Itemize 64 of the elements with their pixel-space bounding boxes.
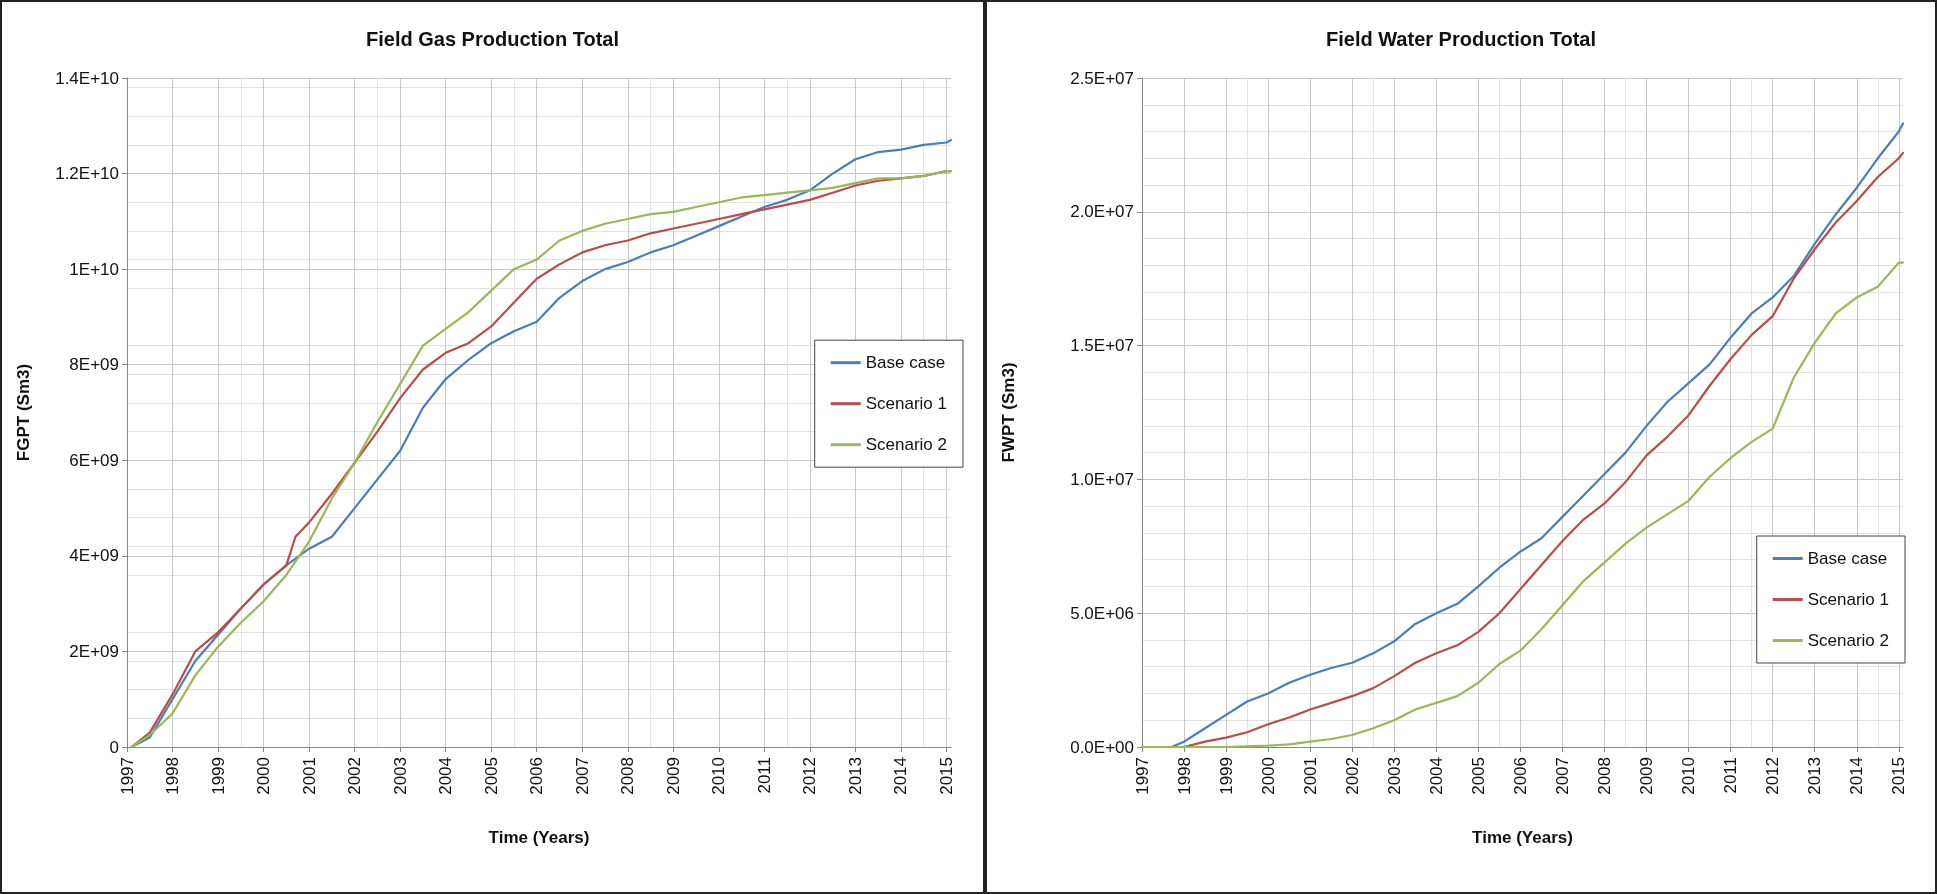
legend-label: Base case	[1807, 549, 1888, 568]
x-tick-label: 2004	[436, 757, 456, 795]
y-tick-label: 2.0E+07	[1070, 202, 1134, 222]
y-tick-label: 5.0E+06	[1070, 603, 1134, 623]
x-tick-label: 2005	[1468, 757, 1488, 795]
x-tick-label: 2000	[254, 757, 274, 795]
x-tick-label: 2008	[1594, 757, 1614, 795]
x-tick-label: 2012	[800, 757, 820, 795]
x-tick-label: 2003	[1384, 757, 1404, 795]
chart-title: Field Water Production Total	[1326, 28, 1596, 50]
x-tick-label: 2001	[1300, 757, 1320, 795]
x-tick-label: 2009	[1637, 757, 1657, 795]
legend-label: Base case	[865, 353, 946, 373]
x-axis-title: Time (Years)	[488, 828, 590, 847]
y-tick-label: 1.2E+10	[55, 164, 119, 184]
x-tick-label: 1997	[1132, 757, 1152, 795]
x-tick-label: 2002	[1342, 757, 1362, 795]
x-tick-label: 2006	[1510, 757, 1530, 795]
y-axis-title: FWPT (Sm3)	[999, 362, 1018, 463]
y-tick-label: 1E+10	[69, 259, 119, 279]
y-tick-label: 2E+09	[69, 641, 119, 661]
y-tick-label: 8E+09	[69, 355, 119, 375]
x-tick-label: 2008	[618, 757, 638, 795]
x-tick-label: 2011	[1721, 757, 1741, 794]
x-tick-label: 2014	[891, 757, 911, 795]
x-tick-label: 2012	[1763, 757, 1783, 795]
chart-title: Field Gas Production Total	[366, 28, 619, 50]
x-tick-label: 2014	[1847, 757, 1867, 795]
x-tick-label: 2003	[390, 757, 410, 795]
x-tick-label: 2009	[663, 757, 683, 795]
legend-label: Scenario 1	[865, 394, 948, 414]
x-tick-label: 2010	[1679, 757, 1699, 795]
x-axis-title: Time (Years)	[1472, 828, 1573, 847]
x-tick-label: 2004	[1426, 757, 1446, 795]
x-tick-label: 2005	[481, 757, 501, 795]
legend-label: Scenario 2	[865, 435, 948, 455]
x-tick-label: 2006	[527, 757, 547, 795]
y-tick-label: 4E+09	[69, 546, 119, 566]
x-tick-label: 2007	[1552, 757, 1572, 795]
x-tick-label: 2013	[1805, 757, 1825, 795]
x-tick-label: 1997	[117, 757, 137, 795]
x-tick-label: 1999	[1216, 757, 1236, 795]
y-axis-title: FGPT (Sm3)	[14, 363, 33, 462]
x-tick-label: 1998	[1174, 757, 1194, 795]
x-tick-label: 1999	[208, 757, 228, 795]
legend-label: Scenario 2	[1807, 631, 1890, 650]
y-tick-label: 2.5E+07	[1070, 68, 1134, 88]
x-tick-label: 1998	[163, 757, 183, 795]
y-tick-label: 1.4E+10	[55, 68, 119, 88]
x-tick-label: 2000	[1258, 757, 1278, 795]
y-tick-label: 6E+09	[69, 450, 119, 470]
y-tick-label: 0.0E+00	[1070, 737, 1134, 757]
x-tick-label: 2002	[345, 757, 365, 795]
x-tick-label: 2011	[754, 757, 774, 794]
y-tick-label: 0	[109, 737, 119, 757]
x-tick-label: 2001	[299, 757, 319, 795]
x-tick-label: 2015	[936, 757, 956, 795]
legend-label: Scenario 1	[1807, 590, 1890, 609]
x-tick-label: 2010	[709, 757, 729, 795]
x-tick-label: 2013	[845, 757, 865, 795]
x-tick-label: 2015	[1889, 757, 1909, 795]
x-tick-label: 2007	[572, 757, 592, 795]
y-tick-label: 1.5E+07	[1070, 336, 1134, 356]
y-tick-label: 1.0E+07	[1070, 469, 1134, 489]
